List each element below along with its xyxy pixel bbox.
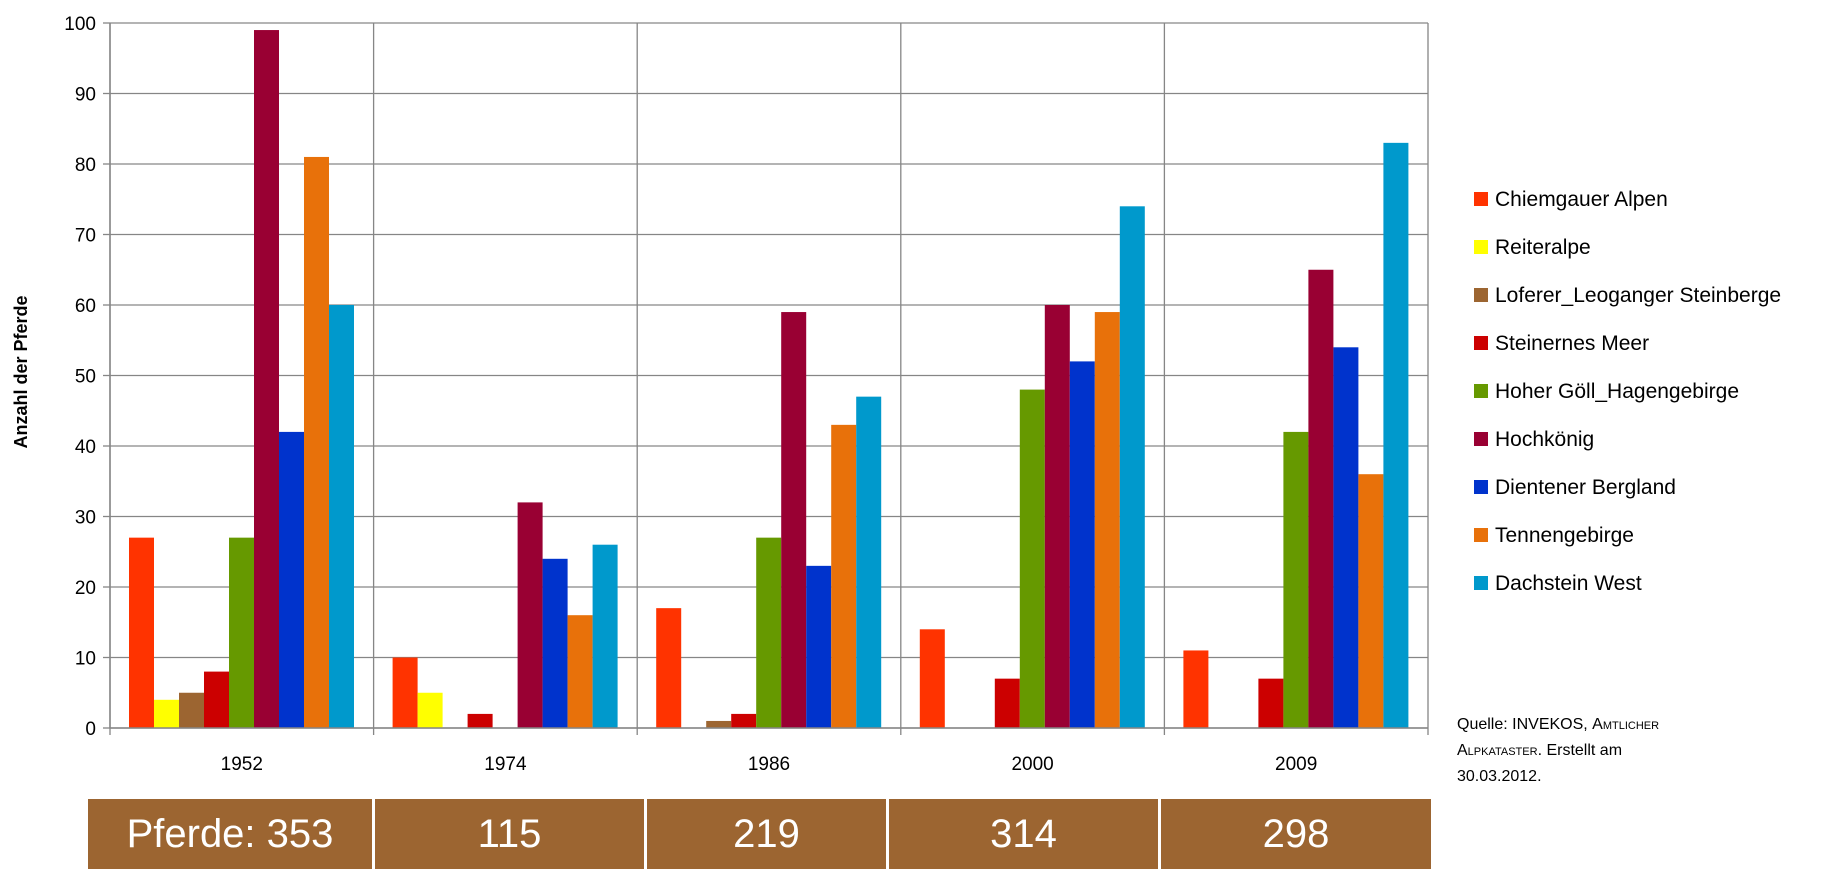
x-tick-label: 1974 [484,754,527,775]
y-tick-label: 50 [75,367,96,388]
legend: Chiemgauer Alpen Reiteralpe Loferer_Leogan… [1474,188,1781,595]
bar [1258,678,1284,728]
total-cell: 298 [1161,799,1431,869]
source-caps-1: Amtlicher [1592,716,1660,733]
y-tick-labels: 0 10 20 30 40 50 60 70 80 90 100 [64,14,96,740]
y-tick-label: 90 [75,85,96,106]
bar [1119,206,1145,729]
y-tick-label: 60 [75,296,96,317]
y-tick-label: 80 [75,155,96,176]
bar [467,713,493,728]
y-tick-label: 20 [75,578,96,599]
source-suffix: . Erstellt am [1537,742,1623,759]
bar [706,720,732,728]
legend-label: Loferer_Leoganger Steinberge [1495,284,1781,307]
axes [109,23,1428,729]
bar-chart: 0 10 20 30 40 50 60 70 80 90 100 1952 1974 1986 2000 2… [11,14,1781,775]
legend-swatch [1474,432,1488,446]
y-tick-label: 10 [75,649,96,670]
bar [1358,474,1384,728]
bar [154,699,179,728]
bar [1383,142,1409,729]
legend-label: Hoher Göll_Hagengebirge [1495,380,1739,403]
total-cell: Pferde: 353 [88,799,375,869]
x-tick-labels: 1952 1974 1986 2000 2009 [221,754,1318,775]
bar [229,537,254,728]
legend-swatch [1474,240,1488,254]
total-cell: 115 [375,799,647,869]
bar [1019,389,1045,728]
bar [856,396,882,728]
bar [1308,269,1334,728]
bar [994,678,1020,728]
legend-swatch [1474,192,1488,206]
bar [781,312,807,728]
x-tick-label: 2009 [1275,754,1317,775]
bar [567,615,593,728]
bar [392,657,418,728]
bar [1069,361,1095,728]
y-tick-label: 100 [64,14,96,35]
bar [304,156,329,728]
bar [254,30,279,729]
bar [417,692,443,728]
legend-label: Hochkönig [1495,428,1594,451]
bar [1333,347,1359,728]
bar [919,629,945,728]
legend-swatch [1474,336,1488,350]
legend-swatch [1474,288,1488,302]
source-prefix: Quelle: INVEKOS, [1457,716,1593,733]
bar [806,565,832,728]
legend-label: Dachstein West [1495,572,1642,595]
legend-swatch [1474,384,1488,398]
bar [542,558,568,728]
legend-swatch [1474,576,1488,590]
bar [756,537,782,728]
x-tick-label: 1986 [748,754,790,775]
y-tick-label: 70 [75,226,96,247]
source-date: 30.03.2012. [1457,768,1542,785]
totals-bar: Pferde: 353 115 219 314 298 [88,799,1431,869]
bar [204,671,229,728]
bar [592,544,618,728]
legend-swatch [1474,480,1488,494]
source-note: Quelle: INVEKOS, Amtlicher Alpkataster. … [1457,712,1787,790]
bar [279,431,304,728]
bars [129,30,1409,729]
legend-label: Chiemgauer Alpen [1495,188,1668,211]
y-tick-label: 40 [75,437,96,458]
y-tick-label: 30 [75,508,96,529]
bar [831,424,857,728]
total-cell: 219 [647,799,889,869]
legend-label: Dientener Bergland [1495,476,1676,499]
bar [179,692,204,728]
bar [517,502,543,728]
y-tick-label: 0 [85,719,96,740]
y-axis-label: Anzahl der Pferde [11,295,31,448]
legend-label: Steinernes Meer [1495,332,1649,355]
bar [129,537,154,728]
bar [731,713,757,728]
bar [1094,312,1120,728]
source-caps-2: Alpkataster [1457,742,1538,759]
bar [1183,650,1209,728]
total-cell: 314 [889,799,1161,869]
legend-label: Tennengebirge [1495,524,1634,547]
x-tick-label: 1952 [221,754,263,775]
bar [329,305,354,728]
bar [656,608,682,728]
bar [1044,305,1070,728]
legend-label: Reiteralpe [1495,236,1591,259]
bar [1283,431,1309,728]
legend-swatch [1474,528,1488,542]
x-tick-label: 2000 [1011,754,1053,775]
